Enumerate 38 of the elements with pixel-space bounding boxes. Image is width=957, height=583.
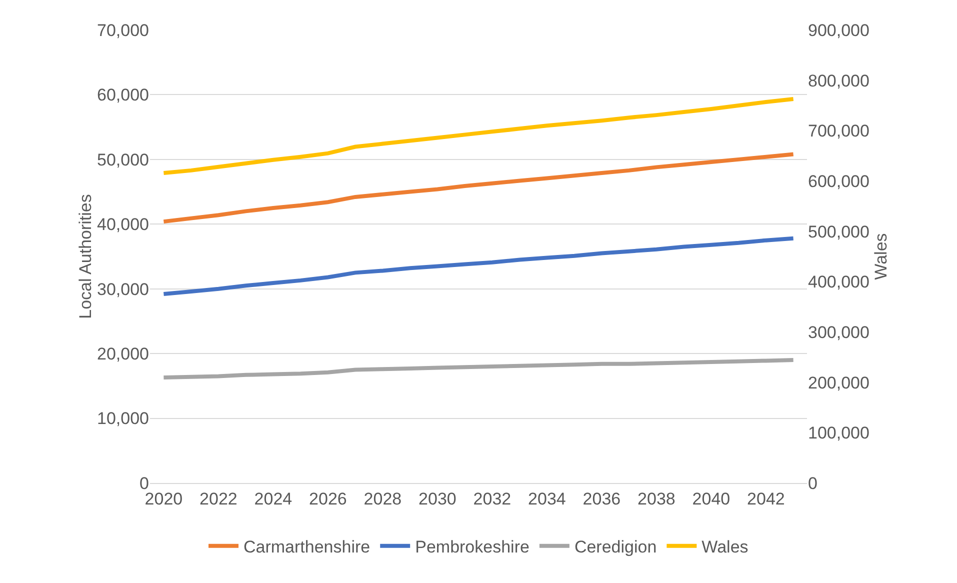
x-tick-label: 2024: [254, 489, 292, 508]
y2-tick-label: 500,000: [808, 222, 870, 242]
y-tick-label: 40,000: [97, 215, 149, 234]
y2-tick-label: 900,000: [808, 20, 870, 40]
x-tick-label: 2030: [418, 489, 456, 508]
y-tick-label: 60,000: [97, 86, 149, 105]
y2-tick-label: 700,000: [808, 122, 870, 141]
x-tick-label: 2026: [309, 489, 347, 508]
y2-tick-label: 800,000: [808, 71, 870, 90]
y2-axis-title: Wales: [871, 233, 890, 280]
y-tick-label: 50,000: [97, 150, 149, 170]
line-series: [162, 236, 796, 296]
y2-tick-label: 100,000: [808, 424, 870, 443]
legend-label: Ceredigion: [574, 537, 657, 556]
x-tick-label: 2042: [747, 489, 785, 508]
legend-label: Carmarthenshire: [244, 537, 370, 556]
y-tick-label: 30,000: [97, 280, 149, 299]
y-tick-label: 10,000: [97, 409, 149, 428]
line-series: [162, 152, 796, 224]
legend-label: Wales: [702, 537, 748, 556]
y-axis-title: Local Authorities: [76, 194, 95, 319]
y2-tick-label: 0: [808, 474, 818, 493]
legend-label: Pembrokeshire: [415, 537, 530, 556]
x-tick-label: 2036: [582, 489, 621, 508]
y2-tick-label: 600,000: [808, 172, 870, 191]
x-tick-label: 2040: [692, 489, 730, 508]
line-series: [162, 358, 796, 380]
y2-tick-label: 300,000: [808, 322, 870, 342]
y-tick-label: 70,000: [97, 20, 149, 40]
x-tick-label: 2034: [528, 489, 566, 508]
y2-tick-label: 200,000: [808, 373, 870, 392]
line-series: [162, 96, 796, 175]
x-tick-label: 2038: [638, 489, 676, 508]
x-tick-label: 2028: [364, 489, 402, 508]
x-tick-label: 2032: [473, 489, 512, 508]
x-tick-label: 2022: [200, 489, 238, 508]
y2-tick-label: 400,000: [808, 272, 870, 292]
y-tick-label: 20,000: [97, 344, 149, 364]
